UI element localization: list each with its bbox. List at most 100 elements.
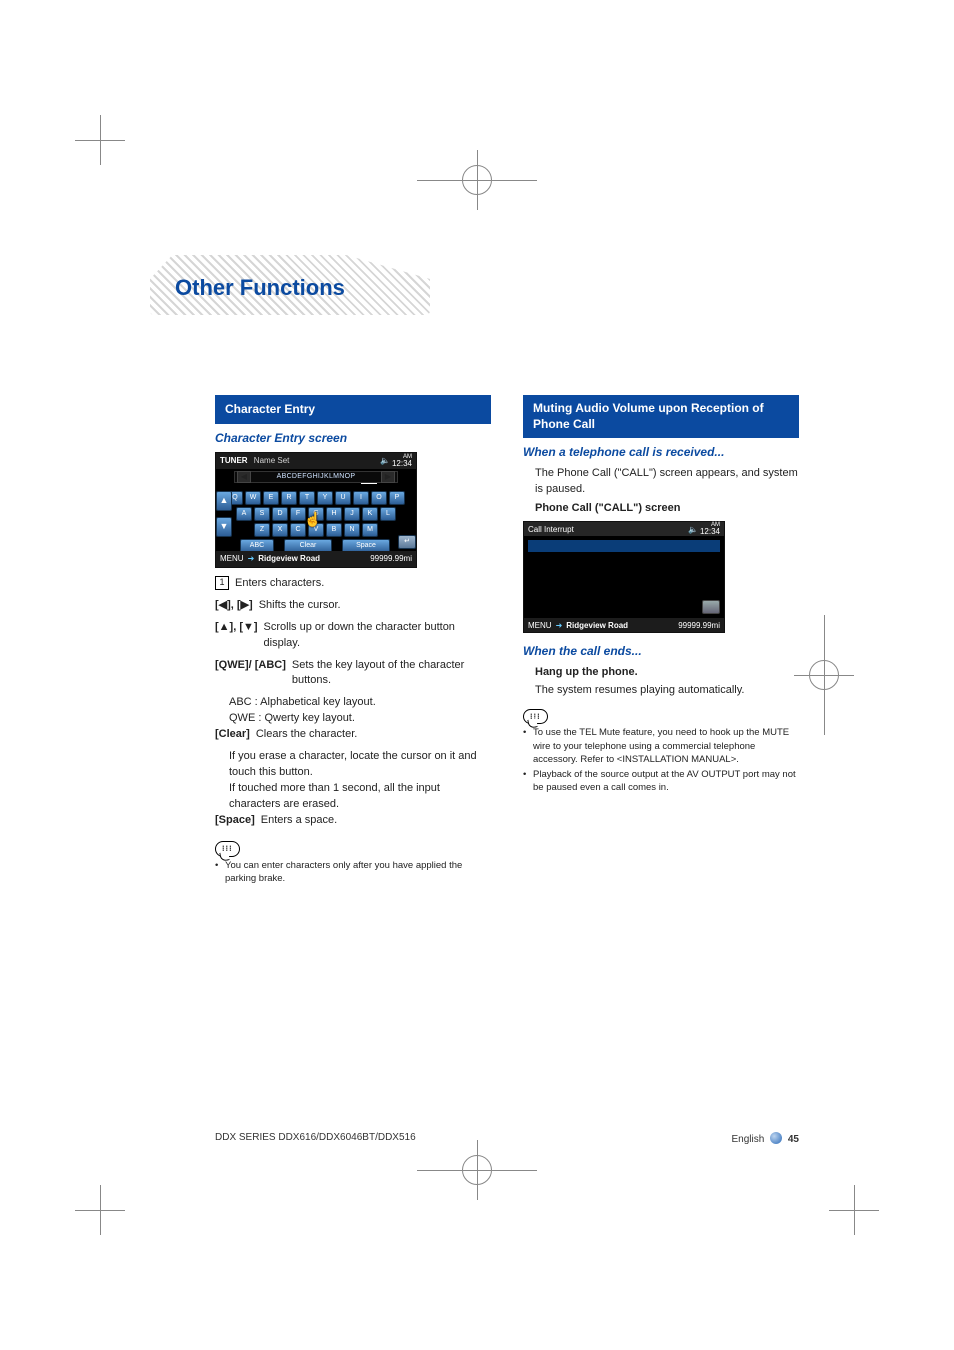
keyboard-key[interactable]: A <box>236 507 252 521</box>
keyboard-key[interactable]: L <box>380 507 396 521</box>
nav-arrow-icon: ➜ <box>248 553 255 565</box>
item-definition: Shifts the cursor. <box>259 598 491 614</box>
item-number: 1 <box>215 576 229 590</box>
description-item: [QWE]/ [ABC]Sets the key layout of the c… <box>215 658 491 690</box>
note-icon: ⁝⁝⁝ <box>523 709 548 725</box>
speaker-icon: 🔈 <box>688 524 698 536</box>
cursor-left-button[interactable]: ◀ <box>237 471 251 483</box>
item-term: [Clear] <box>215 727 250 743</box>
page: Other Functions Character Entry Characte… <box>0 0 954 1350</box>
keyboard-key[interactable]: S <box>254 507 270 521</box>
description-item: 1 Enters characters. <box>215 576 491 592</box>
footer-left: DDX SERIES DDX616/DDX6046BT/DDX516 <box>215 1132 416 1145</box>
item-extra-line: If touched more than 1 second, all the i… <box>229 781 491 813</box>
keyboard-key[interactable]: Z <box>254 523 270 537</box>
item-definition: Enters characters. <box>235 576 491 592</box>
when-ends-title: When the call ends... <box>523 643 799 660</box>
hang-up-body: The system resumes playing automatically… <box>535 683 799 699</box>
note-list: You can enter characters only after you … <box>215 859 491 886</box>
column-left: Character Entry Character Entry screen T… <box>215 395 491 1120</box>
content-columns: Character Entry Character Entry screen T… <box>215 395 799 1120</box>
keyboard-key[interactable]: X <box>272 523 288 537</box>
keyboard-key[interactable]: W <box>245 491 261 505</box>
description-item: [Clear] Clears the character. <box>215 727 491 743</box>
page-footer: DDX SERIES DDX616/DDX6046BT/DDX516 Engli… <box>215 1132 799 1145</box>
screenshot-title-mid: Name Set <box>254 456 290 465</box>
keyboard-key[interactable]: Y <box>317 491 333 505</box>
screenshot-clock: 12:34 <box>392 459 412 468</box>
menu-label: MENU <box>220 553 244 565</box>
section-title: Other Functions <box>175 275 345 301</box>
keyboard-key[interactable]: J <box>344 507 360 521</box>
status-right: 99999.99mi <box>678 620 720 632</box>
phone-status-bar: MENU ➜ Ridgeview Road 99999.99mi <box>524 618 724 632</box>
keyboard-key[interactable]: R <box>281 491 297 505</box>
footer-language: English <box>732 1134 765 1145</box>
left-heading: Character Entry <box>215 395 491 424</box>
description-list: 1 Enters characters. [◀], [▶] Shifts the cu… <box>215 576 491 829</box>
character-entry-screenshot: TUNER Name Set 🔈 AM 12:34 1 ◀ <box>215 452 417 568</box>
keyboard-key[interactable]: M <box>362 523 378 537</box>
keyboard-key[interactable]: B <box>326 523 342 537</box>
speaker-icon: 🔈 <box>380 455 390 467</box>
item-extra-line: QWE : Qwerty key layout. <box>229 711 491 727</box>
phone-call-screenshot: Call Interrupt 🔈 AM 12:34 MENU ➜ <box>523 521 725 633</box>
crop-mark <box>457 160 497 200</box>
crop-corner <box>60 1170 140 1250</box>
scroll-up-button[interactable]: ▲ <box>216 491 232 511</box>
keyboard-key[interactable]: O <box>371 491 387 505</box>
item-definition: Sets the key layout of the character but… <box>292 658 491 690</box>
cursor-right-button[interactable]: ▶ <box>381 471 395 483</box>
keyboard-key[interactable]: K <box>362 507 378 521</box>
description-item: [◀], [▶] Shifts the cursor. <box>215 598 491 614</box>
phone-top-bar: Call Interrupt 🔈 AM 12:34 <box>524 522 724 536</box>
phone-screen-label: Phone Call ("CALL") screen <box>535 501 799 517</box>
note-list: To use the TEL Mute feature, you need to… <box>523 726 799 794</box>
crop-corner <box>814 1170 894 1250</box>
keyboard-key[interactable]: H <box>326 507 342 521</box>
screenshot-top-bar: TUNER Name Set 🔈 AM 12:34 <box>216 453 416 469</box>
crop-mark <box>457 1150 497 1190</box>
input-field-value: ABCDEFGHIJKLMNOP <box>277 472 356 482</box>
item-definition: Clears the character. <box>256 727 491 743</box>
note-item: To use the TEL Mute feature, you need to… <box>523 726 799 766</box>
phone-return-button[interactable] <box>702 600 720 614</box>
item-definition: Enters a space. <box>261 813 491 829</box>
crop-mark <box>804 655 844 695</box>
return-key[interactable]: ↵ <box>398 535 416 549</box>
phone-clock: 12:34 <box>700 527 720 536</box>
keyboard-key[interactable]: U <box>335 491 351 505</box>
status-road: Ridgeview Road <box>258 553 320 565</box>
description-item: [▲], [▼]Scrolls up or down the character… <box>215 620 491 652</box>
menu-label: MENU <box>528 620 552 632</box>
keyboard-key[interactable]: T <box>299 491 315 505</box>
key-row: QWERTYUIOP <box>222 491 410 505</box>
crop-corner <box>60 100 140 180</box>
nav-arrow-icon: ➜ <box>556 620 563 632</box>
keyboard-key[interactable]: D <box>272 507 288 521</box>
item-term: [QWE]/ [ABC] <box>215 658 286 690</box>
scroll-down-button[interactable]: ▼ <box>216 517 232 537</box>
keyboard-key[interactable]: N <box>344 523 360 537</box>
item-term: [◀], [▶] <box>215 598 253 614</box>
item-extra-line: ABC : Alphabetical key layout. <box>229 695 491 711</box>
keyboard: ▲ ▼ QWERTYUIOP ASDFGHJKL ZXCVBNM ABC Cle… <box>216 487 416 551</box>
keyboard-key[interactable]: P <box>389 491 405 505</box>
note-icon: ⁝⁝⁝ <box>215 841 240 857</box>
item-term: [Space] <box>215 813 255 829</box>
note-item: You can enter characters only after you … <box>215 859 491 886</box>
item-term: [▲], [▼] <box>215 620 258 652</box>
item-extra-line: If you erase a character, locate the cur… <box>229 749 491 781</box>
keyboard-key[interactable]: I <box>353 491 369 505</box>
left-subtitle: Character Entry screen <box>215 430 491 447</box>
hand-cursor-icon: ☝ <box>304 509 320 525</box>
screenshot-title-left: TUNER <box>220 456 248 465</box>
when-received-body: The Phone Call ("CALL") screen appears, … <box>535 466 799 498</box>
keyboard-key[interactable]: E <box>263 491 279 505</box>
hang-up-title: Hang up the phone. <box>535 665 799 681</box>
item-definition: Scrolls up or down the character button … <box>264 620 491 652</box>
right-heading: Muting Audio Volume upon Reception of Ph… <box>523 395 799 438</box>
when-received-title: When a telephone call is received... <box>523 444 799 461</box>
footer-right: English 45 <box>732 1132 800 1145</box>
page-number-badge-icon <box>770 1132 782 1144</box>
